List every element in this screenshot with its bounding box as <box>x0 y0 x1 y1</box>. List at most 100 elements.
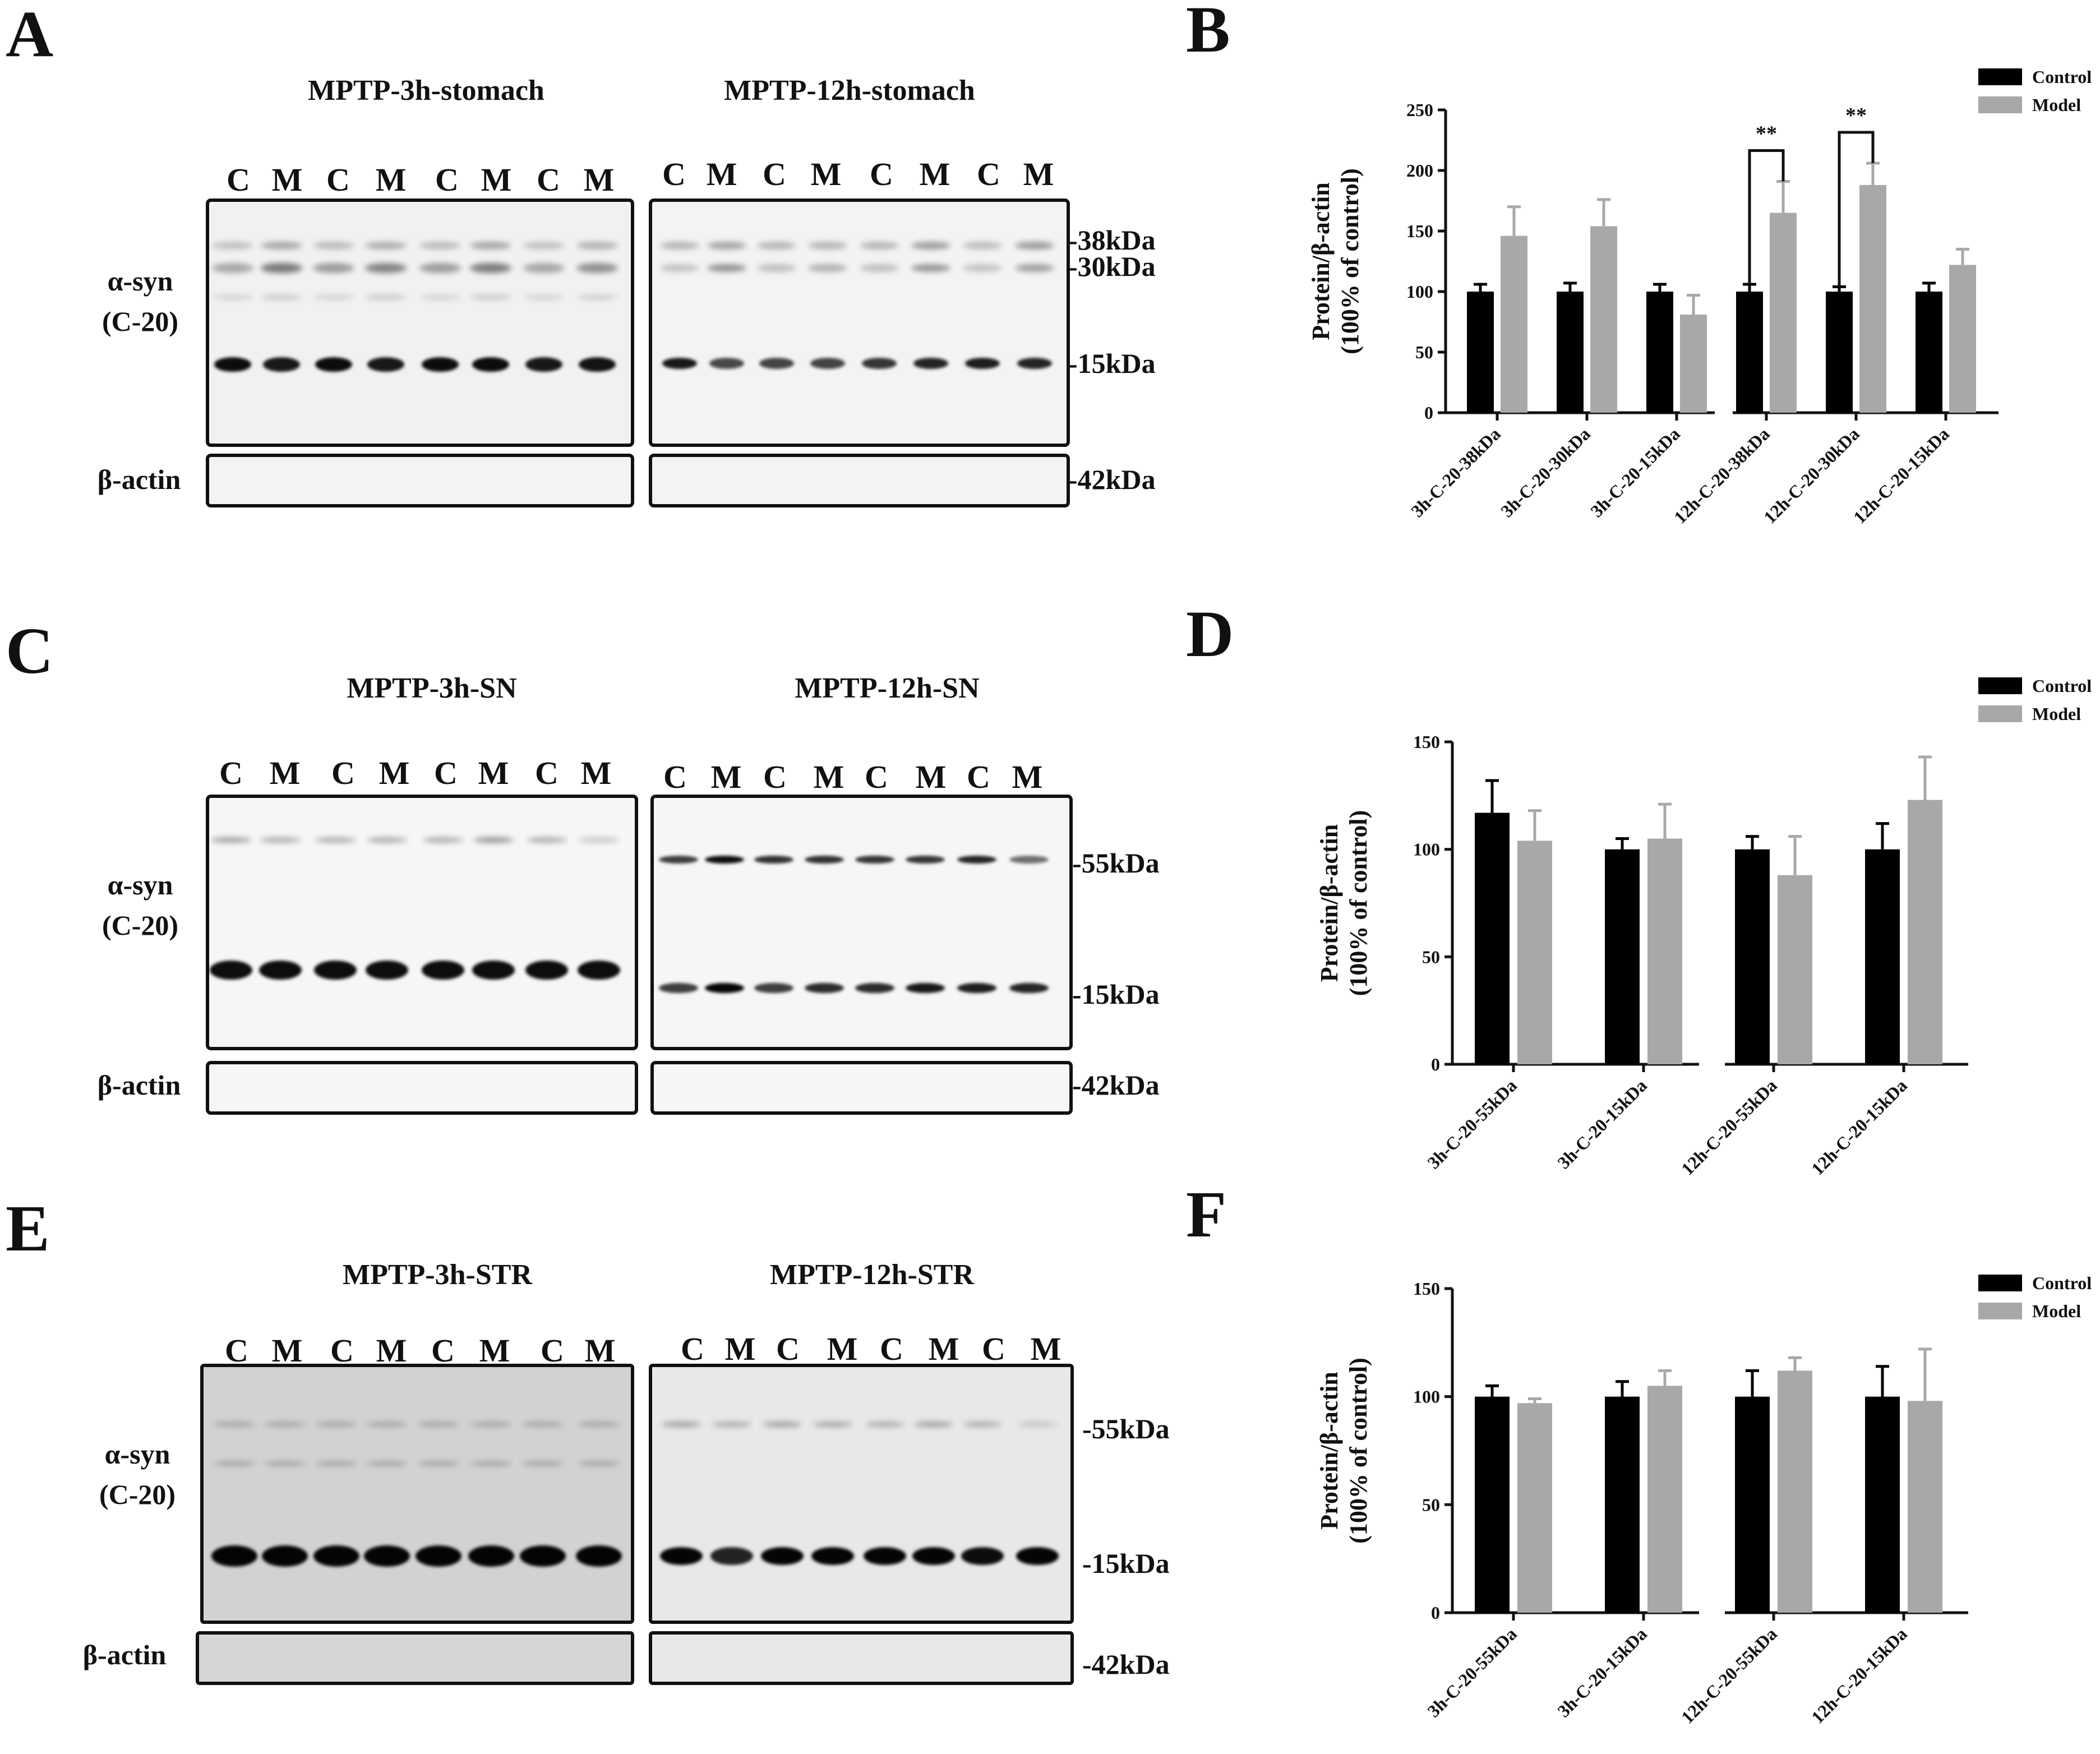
bar-model <box>1647 1386 1682 1613</box>
panel-letter-a: A <box>6 0 53 71</box>
blot-band <box>261 294 302 300</box>
lane-label: C <box>662 156 686 192</box>
x-tick-label: 12h-C-20-30kDa <box>1760 423 1863 527</box>
bar-model <box>1501 236 1527 413</box>
bar-model <box>1908 1401 1942 1613</box>
blot-band <box>864 1547 906 1565</box>
blot-title-12h: MPTP-12h-SN <box>795 672 979 704</box>
blot-band <box>1009 983 1049 993</box>
y-tick-label: 150 <box>1406 221 1433 241</box>
blot-membrane-right <box>650 795 1073 1050</box>
actin-membrane-right <box>649 1631 1074 1685</box>
blot-band <box>855 856 894 864</box>
lane-label: C <box>982 1331 1005 1367</box>
blot-band <box>660 242 699 250</box>
blot-band <box>813 1421 852 1427</box>
legend-label-control: Control <box>2032 676 2092 696</box>
blot-band <box>965 358 1000 369</box>
blot-band <box>805 983 844 993</box>
blot-band <box>367 837 407 843</box>
blot-band <box>264 1461 306 1466</box>
marker-55kda: -55kDa <box>1072 847 1160 879</box>
bar-control <box>1605 849 1640 1064</box>
blot-band <box>418 1461 459 1466</box>
lane-label: C <box>225 1332 248 1369</box>
marker-42kda: -42kDa <box>1082 1649 1170 1680</box>
panel-letter-d: D <box>1186 597 1234 671</box>
blot-band <box>811 1547 854 1565</box>
blot-band <box>523 242 565 250</box>
blot-band <box>313 1545 359 1567</box>
marker-42kda: -42kDa <box>1072 1069 1160 1101</box>
blot-band <box>214 1421 255 1427</box>
y-axis-title-unit: (100% of control) <box>1345 1358 1372 1544</box>
legend-swatch-model <box>1978 96 2022 113</box>
bar-model <box>1517 841 1552 1064</box>
blot-band <box>212 294 253 300</box>
blot-band <box>906 983 945 993</box>
lane-label: M <box>929 1331 959 1367</box>
marker-30kda: -30kDa <box>1068 251 1156 282</box>
lane-label: M <box>479 1332 510 1369</box>
blot-band <box>957 856 996 864</box>
x-tick-label: 12h-C-20-15kDa <box>1807 1075 1911 1179</box>
lane-label: M <box>379 755 410 791</box>
y-axis-title: Protein/β-actin <box>1307 182 1335 340</box>
lane-label: M <box>707 156 737 192</box>
significance-bracket <box>1838 131 1875 287</box>
blot-title-12h: MPTP-12h-stomach <box>724 75 975 107</box>
panel-letter-c: C <box>6 614 53 687</box>
marker-42kda: -42kDa <box>1068 464 1156 495</box>
bar-control <box>1736 292 1763 413</box>
blot-band <box>419 263 461 273</box>
legend-swatch-control <box>1978 68 2022 85</box>
lane-label: C <box>870 156 893 192</box>
blot-band <box>261 263 302 273</box>
blot-band <box>261 242 302 250</box>
lane-label: M <box>481 161 512 198</box>
blot-band <box>366 961 408 980</box>
blot-band <box>422 357 459 372</box>
blot-band <box>470 294 511 300</box>
blot-band <box>419 242 461 250</box>
blot-band <box>315 357 352 372</box>
antibody-label: α-syn <box>108 265 173 297</box>
y-tick-label: 150 <box>1413 1278 1440 1299</box>
lane-label: M <box>1012 759 1043 795</box>
blot-band <box>707 264 746 272</box>
bar-control <box>1467 292 1494 413</box>
lane-label: M <box>920 156 950 192</box>
actin-membrane-right <box>650 1061 1073 1115</box>
blot-band <box>262 1545 308 1567</box>
blot-band <box>214 1461 255 1466</box>
significance-bracket <box>1748 149 1785 285</box>
blot-band <box>1017 358 1052 369</box>
blot-band <box>754 856 793 864</box>
marker-38kda: -38kDa <box>1068 224 1156 256</box>
blot-band <box>578 1421 620 1427</box>
blot-band <box>579 837 619 843</box>
y-tick-label: 50 <box>1422 947 1440 967</box>
blot-band <box>1015 242 1054 250</box>
blot-band <box>367 357 404 372</box>
bar-model <box>1590 226 1617 413</box>
antibody-clone: (C-20) <box>99 1479 176 1510</box>
actin-membrane-right <box>649 454 1070 507</box>
y-tick-label: 50 <box>1415 342 1433 362</box>
blot-band <box>906 856 945 864</box>
blot-band <box>316 1461 357 1466</box>
blot-band <box>707 242 746 250</box>
bar-control <box>1916 292 1942 413</box>
blot-band <box>313 242 354 250</box>
blot-band <box>712 1421 751 1427</box>
lane-label: M <box>827 1331 858 1367</box>
lane-label: C <box>541 1332 564 1369</box>
y-tick-label: 150 <box>1413 732 1440 752</box>
x-tick-label: 3h-C-20-15kDa <box>1553 1623 1651 1721</box>
antibody-clone: (C-20) <box>102 306 178 337</box>
bar-control <box>1475 1396 1510 1613</box>
lane-label: C <box>431 1332 455 1369</box>
